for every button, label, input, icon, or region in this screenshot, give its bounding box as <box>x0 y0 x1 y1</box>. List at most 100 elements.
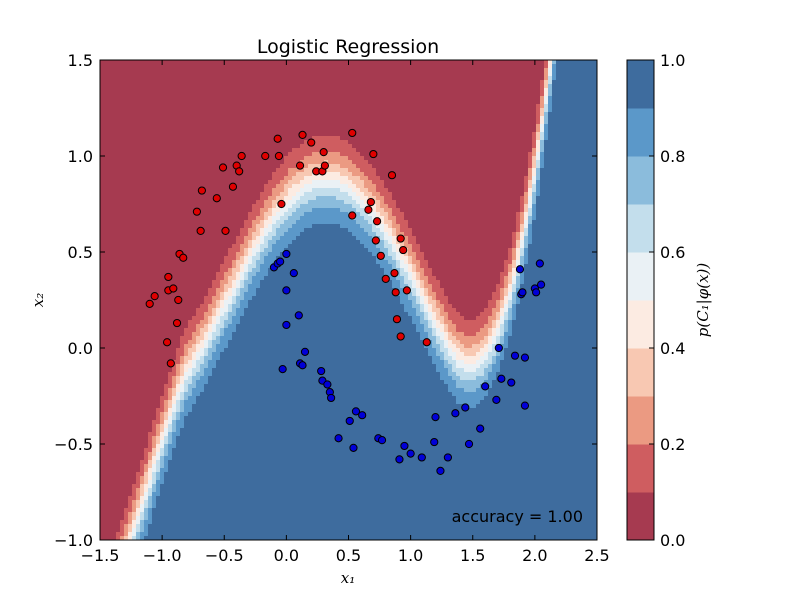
contour-cell <box>164 72 169 77</box>
contour-cell <box>152 512 157 517</box>
contour-cell <box>228 240 233 245</box>
contour-cell <box>208 492 213 497</box>
contour-cell <box>180 284 185 289</box>
contour-cell <box>172 460 177 465</box>
contour-cell <box>176 404 181 409</box>
contour-cell <box>112 380 117 385</box>
contour-cell <box>204 144 209 149</box>
contour-cell <box>116 484 121 489</box>
contour-cell <box>224 188 229 193</box>
contour-cell <box>216 432 221 437</box>
contour-cell <box>236 196 241 201</box>
contour-cell <box>240 464 245 469</box>
contour-cell <box>192 484 197 489</box>
contour-cell <box>256 68 261 73</box>
contour-cell <box>144 80 149 85</box>
contour-cell <box>172 300 177 305</box>
contour-cell <box>132 412 137 417</box>
contour-cell <box>204 212 209 217</box>
contour-cell <box>264 332 269 337</box>
contour-cell <box>216 96 221 101</box>
contour-cell <box>236 352 241 357</box>
contour-cell <box>256 60 261 65</box>
contour-cell <box>108 320 113 325</box>
contour-cell <box>184 320 189 325</box>
contour-cell <box>240 100 245 105</box>
contour-cell <box>244 300 249 305</box>
contour-cell <box>232 460 237 465</box>
contour-cell <box>164 528 169 533</box>
contour-cell <box>152 216 157 221</box>
contour-cell <box>240 308 245 313</box>
contour-cell <box>128 72 133 77</box>
contour-cell <box>188 432 193 437</box>
contour-cell <box>132 280 137 285</box>
contour-cell <box>124 196 129 201</box>
contour-cell <box>204 196 209 201</box>
contour-cell <box>220 416 225 421</box>
contour-cell <box>180 364 185 369</box>
contour-cell <box>224 400 229 405</box>
contour-cell <box>148 104 153 109</box>
contour-cell <box>200 132 205 137</box>
contour-cell <box>164 136 169 141</box>
contour-cell <box>248 440 253 445</box>
contour-cell <box>100 508 105 513</box>
contour-cell <box>212 456 217 461</box>
contour-cell <box>144 276 149 281</box>
contour-cell <box>120 88 125 93</box>
contour-cell <box>104 272 109 277</box>
contour-cell <box>228 532 233 537</box>
contour-cell <box>212 332 217 337</box>
contour-cell <box>200 128 205 133</box>
contour-cell <box>204 388 209 393</box>
contour-cell <box>236 220 241 225</box>
contour-cell <box>180 324 185 329</box>
contour-cell <box>132 156 137 161</box>
contour-cell <box>188 344 193 349</box>
contour-cell <box>208 60 213 65</box>
contour-cell <box>208 316 213 321</box>
contour-cell <box>212 336 217 341</box>
contour-cell <box>228 484 233 489</box>
contour-cell <box>240 380 245 385</box>
contour-cell <box>132 496 137 501</box>
contour-cell <box>132 520 137 525</box>
contour-cell <box>244 412 249 417</box>
contour-cell <box>160 80 165 85</box>
contour-cell <box>116 92 121 97</box>
contour-cell <box>188 176 193 181</box>
contour-cell <box>180 196 185 201</box>
contour-cell <box>132 284 137 289</box>
contour-cell <box>232 140 237 145</box>
contour-cell <box>184 108 189 113</box>
contour-cell <box>124 496 129 501</box>
contour-cell <box>152 100 157 105</box>
contour-cell <box>204 188 209 193</box>
contour-cell <box>212 148 217 153</box>
contour-cell <box>188 448 193 453</box>
contour-cell <box>132 472 137 477</box>
contour-cell <box>120 420 125 425</box>
contour-cell <box>176 332 181 337</box>
contour-cell <box>224 212 229 217</box>
contour-cell <box>252 388 257 393</box>
contour-cell <box>252 212 257 217</box>
contour-cell <box>224 432 229 437</box>
contour-cell <box>224 476 229 481</box>
contour-cell <box>108 528 113 533</box>
contour-cell <box>140 356 145 361</box>
contour-cell <box>168 452 173 457</box>
contour-cell <box>248 504 253 509</box>
contour-cell <box>188 104 193 109</box>
contour-cell <box>220 244 225 249</box>
contour-cell <box>116 388 121 393</box>
contour-cell <box>240 440 245 445</box>
contour-cell <box>128 304 133 309</box>
contour-cell <box>128 384 133 389</box>
contour-cell <box>264 60 269 65</box>
contour-cell <box>236 400 241 405</box>
contour-cell <box>168 444 173 449</box>
contour-cell <box>244 288 249 293</box>
contour-cell <box>220 156 225 161</box>
